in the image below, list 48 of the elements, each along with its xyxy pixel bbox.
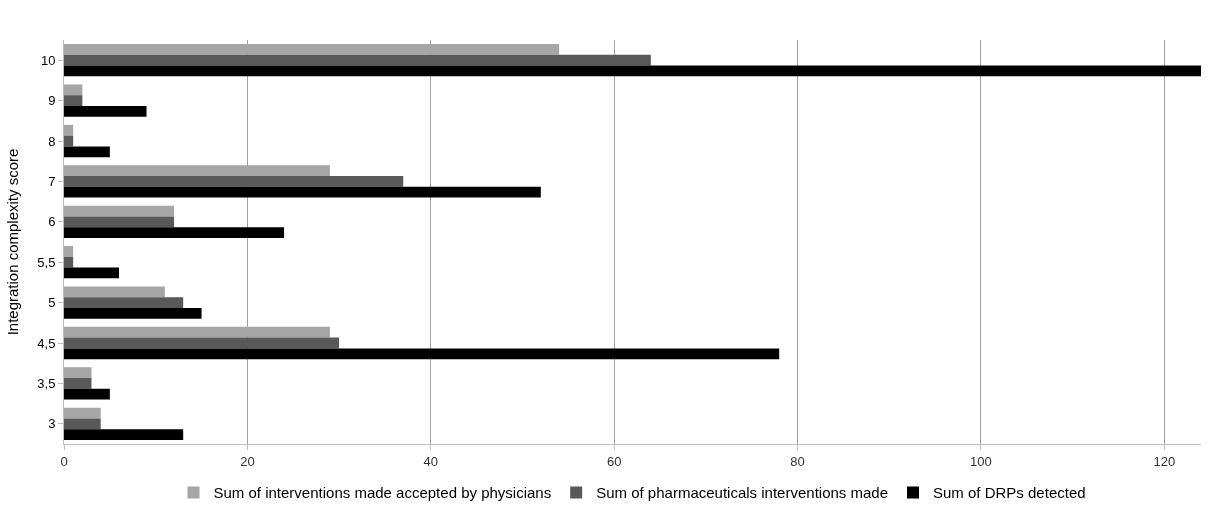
legend-label: Sum of pharmaceuticals interventions made	[596, 484, 888, 502]
x-tick-label: 40	[423, 453, 438, 469]
bar	[64, 348, 780, 360]
bar	[64, 407, 101, 419]
bar	[64, 105, 147, 117]
bar	[64, 286, 165, 298]
bar	[64, 267, 120, 279]
bar	[64, 135, 74, 147]
bar	[64, 256, 74, 268]
bar	[64, 337, 340, 349]
x-tick-label: 20	[240, 453, 255, 469]
y-tick-label: 5,5	[37, 254, 56, 270]
y-tick-label: 9	[48, 93, 56, 109]
y-tick-label: 8	[48, 133, 56, 149]
x-tick-label: 60	[606, 453, 622, 469]
bar	[64, 378, 92, 389]
bar	[64, 429, 184, 440]
y-tick-label: 4,5	[37, 335, 56, 351]
y-tick-label: 3,5	[37, 375, 56, 391]
bar	[64, 186, 541, 198]
y-tick-label: 6	[48, 214, 56, 230]
x-tick-label: 100	[970, 453, 992, 469]
bar	[64, 54, 651, 66]
y-tick-label: 10	[40, 52, 56, 68]
x-tick-label: 80	[790, 453, 805, 469]
y-tick-label: 3	[48, 416, 56, 432]
bar	[64, 418, 101, 430]
bar	[64, 246, 74, 257]
bar	[64, 307, 202, 319]
x-tick-label: 0	[60, 453, 68, 469]
bar	[64, 146, 110, 158]
bar	[64, 65, 1201, 77]
bar	[64, 95, 83, 106]
x-tick-label: 120	[1153, 453, 1176, 469]
bar	[64, 176, 404, 187]
bar	[64, 84, 83, 96]
y-tick-label: 5	[48, 295, 56, 311]
bar	[64, 367, 92, 379]
bar	[64, 227, 285, 238]
bar	[64, 205, 175, 217]
y-axis-title: Integration complexity score	[3, 148, 21, 336]
bar	[64, 388, 110, 400]
y-tick-label: 7	[48, 173, 56, 189]
bar	[64, 297, 184, 308]
bar	[64, 124, 74, 136]
legend-label: Sum of DRPs detected	[933, 484, 1086, 502]
bar	[64, 216, 175, 228]
legend-label: Sum of interventions made accepted by physicians	[213, 484, 552, 502]
